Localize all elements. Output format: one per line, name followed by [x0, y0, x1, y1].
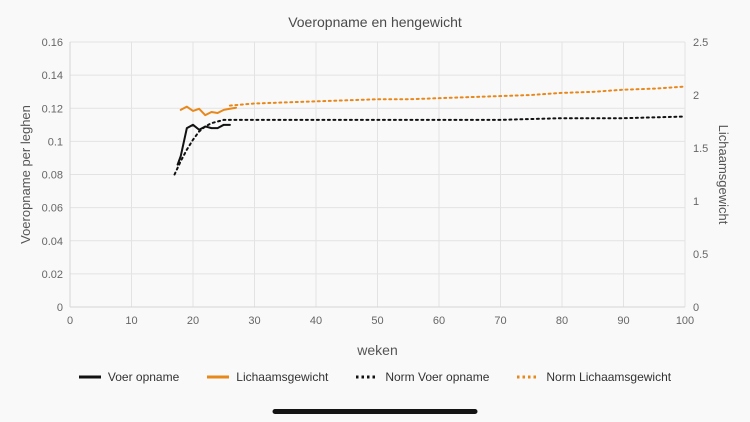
- chart-legend: Voer opname Lichaamsgewicht Norm Voer opna…: [0, 370, 750, 384]
- series-line-lichaamsgewicht: [179, 105, 238, 117]
- left-y-tick-label: 0.08: [42, 170, 63, 182]
- x-tick-label: 50: [371, 315, 383, 327]
- x-axis-label: weken: [356, 342, 397, 358]
- x-tick-label: 80: [556, 315, 568, 327]
- left-y-axis-label: Voeropname per leghen: [18, 105, 33, 244]
- x-tick-label: 20: [187, 315, 199, 327]
- right-y-axis-label: Lichaamsgewicht: [716, 125, 731, 225]
- legend-item-voer-opname: Voer opname: [78, 370, 180, 384]
- series-line-norm-lichaamsgewicht: [228, 85, 686, 107]
- chart-title: Voeropname en hengewicht: [288, 14, 462, 30]
- right-y-tick-label: 0.5: [693, 249, 708, 261]
- bottom-bar: [272, 409, 478, 414]
- right-y-tick-label: 2.5: [693, 37, 708, 49]
- left-y-tick-label: 0: [57, 302, 63, 314]
- series-line-voer-opname: [176, 123, 231, 166]
- x-tick-label: 10: [125, 315, 137, 327]
- right-y-tick-label: 0: [693, 302, 699, 314]
- legend-label: Voer opname: [107, 370, 180, 384]
- right-y-tick-label: 1.5: [693, 143, 708, 155]
- legend-label: Norm Voer opname: [385, 370, 490, 384]
- right-y-tick-label: 1: [693, 196, 699, 208]
- legend-line-swatch: [517, 375, 540, 379]
- x-tick-label: 40: [310, 315, 322, 327]
- left-y-tick-label: 0.12: [42, 103, 63, 115]
- left-y-tick-label: 0.06: [42, 203, 63, 215]
- legend-line-swatch: [356, 375, 379, 379]
- line-chart: 0 10 20 30 40 50 60 70 80 90 10000.020.040.060.080…: [18, 37, 731, 358]
- legend-item-lichaamsgewicht: Lichaamsgewicht: [207, 370, 328, 384]
- x-tick-label: 100: [676, 315, 694, 327]
- x-tick-label: 60: [433, 315, 445, 327]
- x-tick-label: 30: [248, 315, 260, 327]
- legend-item-norm-lichaamsgewicht: Norm Lichaamsgewicht: [517, 370, 671, 384]
- left-y-tick-label: 0.02: [42, 269, 63, 281]
- legend-line-swatch: [207, 375, 230, 379]
- x-tick-label: 0: [67, 315, 73, 327]
- left-y-tick-label: 0.04: [42, 236, 63, 248]
- x-tick-label: 70: [494, 315, 506, 327]
- legend-item-norm-voer-opname: Norm Voer opname: [356, 370, 489, 384]
- legend-label: Lichaamsgewicht: [236, 370, 329, 384]
- x-tick-label: 90: [617, 315, 629, 327]
- right-y-tick-label: 2: [693, 90, 699, 102]
- series-line-norm-voer-opname: [173, 115, 686, 176]
- left-y-tick-label: 0.16: [42, 37, 63, 49]
- left-y-tick-label: 0.1: [48, 136, 63, 148]
- legend-label: Norm Lichaamsgewicht: [546, 370, 672, 384]
- left-y-tick-label: 0.14: [42, 70, 63, 82]
- legend-line-swatch: [78, 375, 101, 379]
